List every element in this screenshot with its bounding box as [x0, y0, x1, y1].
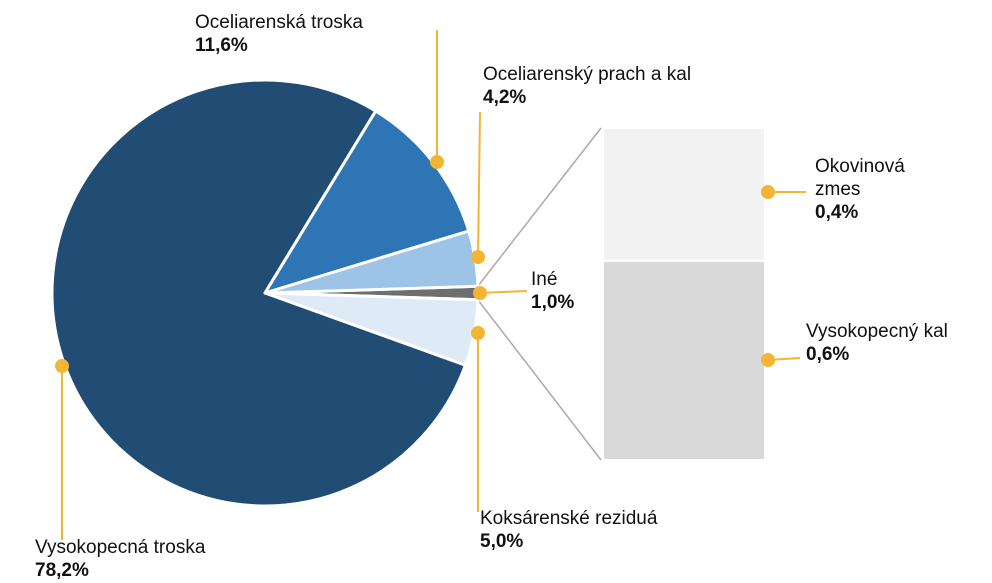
leader-dot — [430, 155, 444, 169]
slice-value: 4,2% — [483, 87, 527, 108]
leader-dot — [761, 185, 775, 199]
bar-label: Okovinová zmes 0,4% — [815, 155, 945, 224]
leader-dot — [473, 286, 487, 300]
pie — [50, 78, 480, 508]
leaders — [55, 30, 806, 540]
breakdown-bar — [602, 127, 766, 461]
bar-segment — [602, 259, 766, 461]
slice-value: 11,6% — [195, 35, 248, 56]
slice-label: Iné 1,0% — [531, 268, 574, 314]
bar-name: Vysokopecný kal — [806, 321, 948, 342]
leader-dot — [471, 250, 485, 264]
leader-dot — [471, 326, 485, 340]
bar-value: 0,6% — [806, 344, 850, 365]
slice-label: Oceliarenská troska 11,6% — [195, 11, 363, 57]
bar-label: Vysokopecný kal 0,6% — [806, 320, 976, 366]
slice-label: Koksárenské reziduá 5,0% — [480, 507, 657, 553]
bar-value: 0,4% — [815, 202, 859, 223]
leader-line — [479, 290, 528, 294]
slice-name: Iné — [531, 269, 558, 290]
leader-line — [477, 111, 481, 258]
slice-label: Oceliarenský prach a kal 4,2% — [483, 63, 691, 109]
connectors — [477, 127, 602, 461]
leader-dot — [761, 353, 775, 367]
slice-name: Oceliarenská troska — [195, 12, 363, 33]
slice-value: 5,0% — [480, 531, 524, 552]
slice-value: 1,0% — [531, 292, 575, 313]
bar-name: Okovinová zmes — [815, 156, 905, 200]
slice-name: Vysokopecná troska — [35, 537, 206, 558]
slice-value: 78,2% — [35, 560, 89, 581]
slice-name: Koksárenské reziduá — [480, 508, 658, 529]
connector-line — [477, 299, 602, 461]
slice-label: Vysokopecná troska 78,2% — [35, 536, 205, 582]
slice-name: Oceliarenský prach a kal — [483, 64, 692, 85]
bar-segment — [602, 127, 766, 262]
leader-dot — [55, 359, 69, 373]
connector-line — [477, 127, 602, 287]
